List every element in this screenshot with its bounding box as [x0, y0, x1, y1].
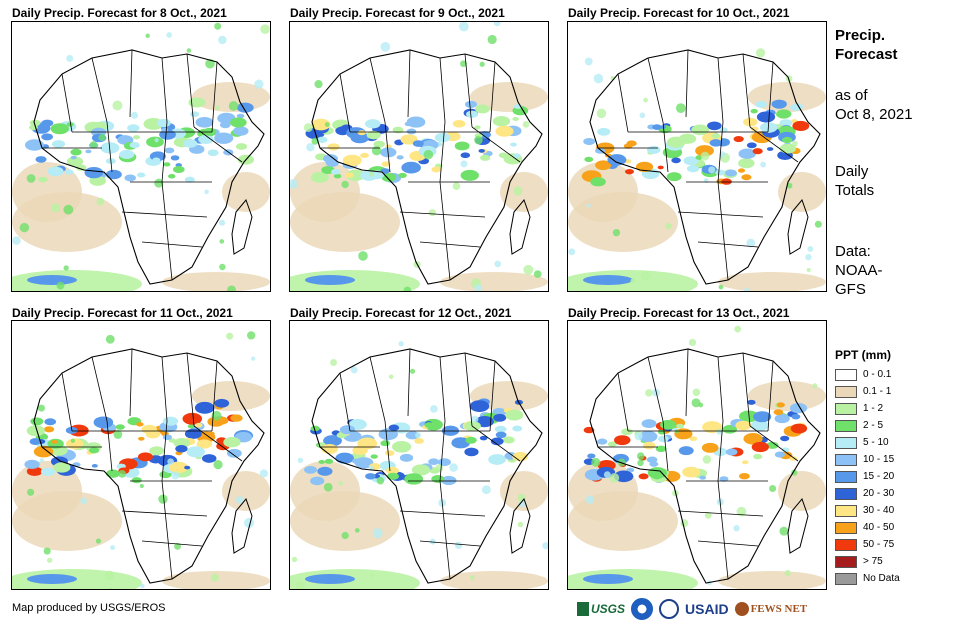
panel-title-3: Daily Precip. Forecast for 10 Oct., 2021 [568, 6, 790, 20]
usgs-wave-icon [577, 602, 589, 616]
dry-area [162, 272, 270, 291]
dry-area [778, 471, 826, 511]
legend-item: 0 - 0.1 [835, 366, 900, 383]
dry-area [290, 491, 400, 551]
dry-area [500, 172, 548, 212]
forecast-map-5 [289, 320, 549, 590]
legend-item: No Data [835, 570, 900, 587]
dry-area [568, 192, 678, 252]
dry-area [12, 491, 122, 551]
forecast-map-1 [11, 21, 271, 292]
legend-item: 20 - 30 [835, 485, 900, 502]
legend-label: 1 - 2 [863, 403, 884, 414]
dry-area [440, 272, 548, 291]
dry-area [290, 192, 400, 252]
legend-item: 1 - 2 [835, 400, 900, 417]
dry-area [440, 571, 548, 589]
legend-swatch [835, 436, 857, 449]
dry-area [470, 82, 548, 112]
as-of-value: Oct 8, 2021 [835, 106, 913, 123]
legend-label: 0 - 0.1 [863, 369, 892, 380]
dry-area [718, 571, 826, 589]
legend-label: 30 - 40 [863, 505, 895, 516]
totals-line1: Daily [835, 163, 869, 180]
dry-area [568, 491, 678, 551]
forecast-map-6 [567, 320, 827, 590]
legend-swatch [835, 538, 857, 551]
legend-title: PPT (mm) [835, 348, 892, 362]
dry-area [222, 471, 270, 511]
usaid-logo: USAID [685, 601, 729, 617]
legend-label: > 75 [863, 556, 883, 567]
legend-item: 0.1 - 1 [835, 383, 900, 400]
dry-area [222, 172, 270, 212]
legend-swatch [835, 555, 857, 568]
totals-line2: Totals [835, 182, 875, 199]
data-source-line2: NOAA- [835, 262, 883, 279]
dry-area [500, 471, 548, 511]
dry-area [192, 381, 270, 411]
dry-area [718, 272, 826, 291]
legend-swatch [835, 572, 857, 585]
legend-label: 0.1 - 1 [863, 386, 892, 397]
forecast-map-4 [11, 320, 271, 590]
totals-label: Daily Totals [835, 162, 874, 200]
legend-swatch [835, 453, 857, 466]
as-of-label: as of [835, 87, 868, 104]
agency-logos: USGS USAID FEWS NET [577, 596, 827, 622]
legend-item: 50 - 75 [835, 536, 900, 553]
panel-title-6: Daily Precip. Forecast for 13 Oct., 2021 [568, 306, 790, 320]
legend-swatch [835, 521, 857, 534]
legend-swatch [835, 470, 857, 483]
sidebar-title: Precip. Forecast [835, 26, 898, 64]
noaa-logo-icon [631, 598, 654, 620]
legend-swatch [835, 419, 857, 432]
legend-item: 30 - 40 [835, 502, 900, 519]
usaid-seal-icon [659, 599, 680, 619]
legend-label: 10 - 15 [863, 454, 895, 465]
legend-label: 40 - 50 [863, 522, 895, 533]
legend-item: > 75 [835, 553, 900, 570]
dry-area [470, 381, 548, 411]
legend-swatch [835, 402, 857, 415]
legend-swatch [835, 368, 857, 381]
precip-legend: 0 - 0.1 0.1 - 1 1 - 2 2 - 5 5 - 10 10 - 15 15 … [835, 366, 900, 587]
legend-label: 2 - 5 [863, 420, 884, 431]
legend-label: 15 - 20 [863, 471, 895, 482]
sidebar-title-line1: Precip. [835, 27, 886, 44]
dry-area [748, 82, 826, 112]
legend-item: 5 - 10 [835, 434, 900, 451]
as-of-date: as of Oct 8, 2021 [835, 86, 913, 124]
legend-swatch [835, 487, 857, 500]
legend-label: 20 - 30 [863, 488, 895, 499]
legend-label: 5 - 10 [863, 437, 889, 448]
panel-title-2: Daily Precip. Forecast for 9 Oct., 2021 [290, 6, 505, 20]
legend-item: 2 - 5 [835, 417, 900, 434]
panel-title-1: Daily Precip. Forecast for 8 Oct., 2021 [12, 6, 227, 20]
sidebar-title-line2: Forecast [835, 46, 898, 63]
map-credit: Map produced by USGS/EROS [12, 602, 166, 614]
legend-label: 50 - 75 [863, 539, 895, 550]
panel-title-5: Daily Precip. Forecast for 12 Oct., 2021 [290, 306, 512, 320]
data-source-line1: Data: [835, 243, 871, 260]
data-source-line3: GFS [835, 281, 866, 298]
legend-item: 10 - 15 [835, 451, 900, 468]
forecast-map-3 [567, 21, 827, 292]
legend-swatch [835, 504, 857, 517]
dry-area [778, 172, 826, 212]
usgs-logo: USGS [577, 602, 625, 616]
fews-globe-icon [734, 602, 749, 616]
data-source: Data: NOAA- GFS [835, 242, 883, 299]
legend-label: No Data [863, 573, 900, 584]
forecast-map-2 [289, 21, 549, 292]
fews-logo: FEWS NET [734, 602, 807, 616]
dry-area [748, 381, 826, 411]
legend-item: 15 - 20 [835, 468, 900, 485]
legend-item: 40 - 50 [835, 519, 900, 536]
dry-area [12, 192, 122, 252]
panel-title-4: Daily Precip. Forecast for 11 Oct., 2021 [12, 306, 233, 320]
legend-swatch [835, 385, 857, 398]
